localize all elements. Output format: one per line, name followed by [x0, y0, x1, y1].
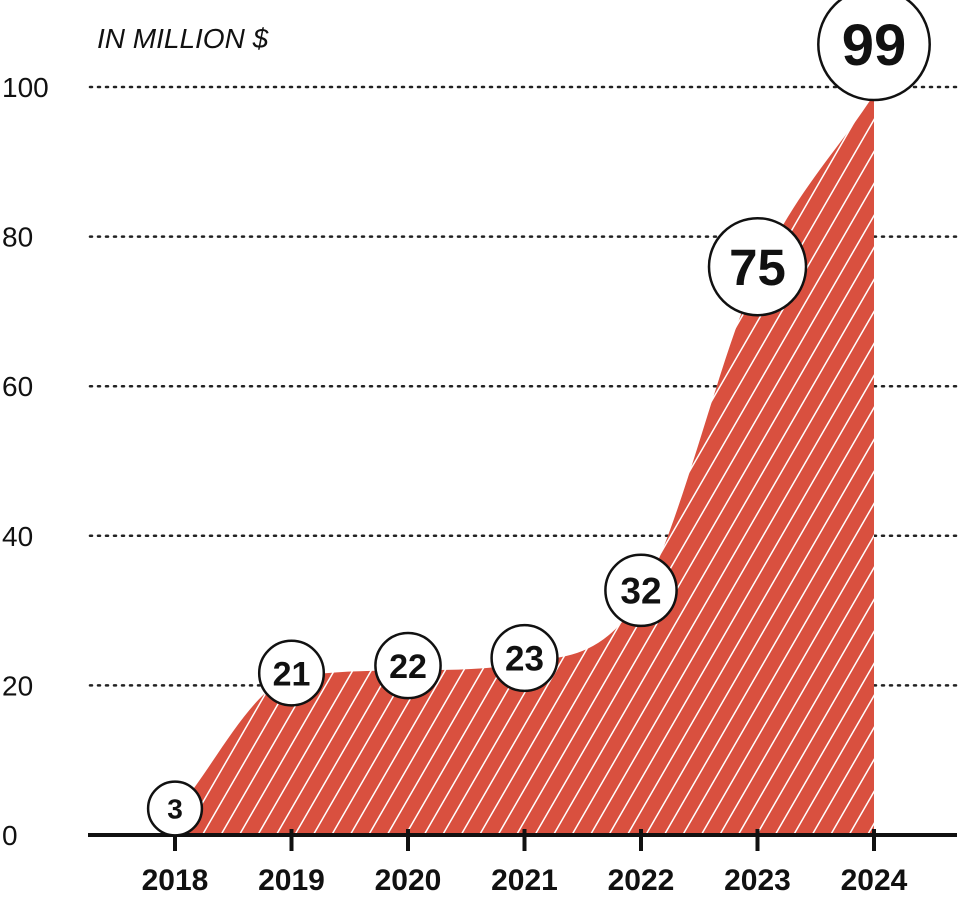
- value-bubble-circle: [490, 623, 559, 693]
- value-bubble: 23: [490, 623, 559, 693]
- x-tick-label: 2024: [841, 864, 908, 897]
- value-label: 23: [505, 640, 544, 679]
- y-tick-label: 0: [2, 820, 18, 851]
- value-bubble-circle: [374, 631, 442, 700]
- y-tick-label: 60: [2, 371, 33, 402]
- x-tick-label: 2020: [375, 864, 442, 897]
- y-tick-label: 80: [2, 222, 33, 253]
- value-label: 32: [620, 571, 661, 612]
- value-bubble: 22: [374, 631, 442, 700]
- x-tick-label: 2019: [258, 864, 325, 897]
- y-tick-label: 100: [2, 72, 49, 103]
- value-bubble: 3: [146, 780, 204, 837]
- value-bubble-circle: [817, 0, 931, 102]
- data-labels: 3 21 22 23 32 75 99: [146, 0, 931, 837]
- value-bubble: 32: [604, 553, 678, 628]
- value-bubble-circle: [146, 780, 204, 837]
- value-label: 22: [389, 648, 427, 686]
- value-label: 21: [273, 655, 311, 693]
- value-bubble-circle: [257, 639, 326, 707]
- y-axis-tick-labels: 0 20 40 60 80 100: [2, 72, 49, 851]
- value-label: 75: [729, 239, 786, 296]
- x-tick-label: 2021: [491, 864, 558, 897]
- value-label: 3: [167, 794, 183, 825]
- value-bubble-circle: [707, 216, 808, 317]
- x-tick-label: 2018: [142, 864, 209, 897]
- value-bubble: 99: [817, 0, 931, 102]
- x-tick-label: 2023: [724, 864, 791, 897]
- x-axis: 2018 2019 2020 2021 2022 2023 2024: [142, 829, 908, 897]
- area-series: [175, 94, 874, 836]
- value-label: 99: [842, 13, 907, 78]
- y-tick-label: 40: [2, 521, 33, 552]
- value-bubble: 75: [707, 216, 808, 317]
- value-bubble-circle: [604, 553, 678, 628]
- value-bubble: 21: [257, 639, 326, 707]
- unit-label: IN MILLION $: [97, 23, 269, 54]
- y-tick-label: 20: [2, 670, 33, 701]
- x-tick-label: 2022: [608, 864, 675, 897]
